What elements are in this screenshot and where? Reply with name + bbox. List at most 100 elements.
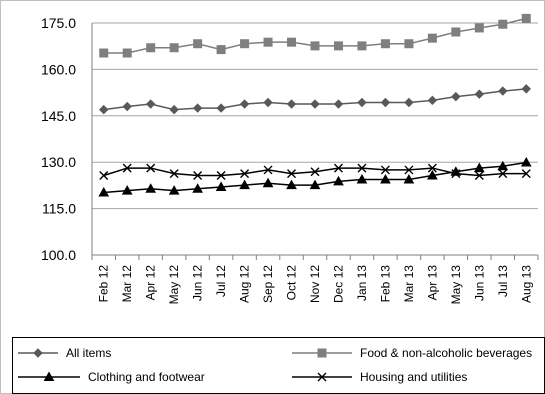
data-point <box>122 48 132 58</box>
legend-label: All items <box>66 346 111 360</box>
data-point <box>263 165 273 175</box>
data-point <box>317 372 327 382</box>
data-point <box>333 175 344 186</box>
legend-entry: All items <box>18 346 111 360</box>
data-point <box>169 169 179 179</box>
data-point <box>239 99 250 109</box>
legend-label: Housing and utilities <box>360 370 467 384</box>
data-point <box>520 156 532 167</box>
x-tick-label: Aug 12 <box>238 265 252 303</box>
data-point <box>215 181 227 191</box>
data-point <box>357 97 367 108</box>
data-point <box>99 104 109 115</box>
data-point <box>380 97 391 108</box>
data-point <box>427 95 438 106</box>
x-tick-label: May 12 <box>167 265 181 305</box>
data-point <box>333 99 344 109</box>
data-point <box>33 348 43 358</box>
y-tick-label: 160.0 <box>41 61 76 77</box>
data-point <box>380 174 391 184</box>
data-point <box>380 165 390 175</box>
series-layer <box>98 13 532 197</box>
data-point <box>216 103 226 113</box>
data-point <box>169 43 179 53</box>
data-point <box>333 163 343 173</box>
data-point <box>146 43 156 53</box>
data-point <box>98 186 110 197</box>
data-point <box>427 169 438 180</box>
x-tick-label: Apr 13 <box>425 265 439 301</box>
data-point <box>498 19 508 29</box>
legend-entry: Food & non-alcoholic beverages <box>292 346 532 360</box>
data-point <box>43 371 55 381</box>
data-point <box>216 45 226 55</box>
data-point <box>357 163 367 173</box>
data-point <box>427 33 437 43</box>
data-point <box>263 97 273 108</box>
data-point <box>403 174 415 184</box>
x-tick-label: Oct 12 <box>285 265 299 301</box>
data-point <box>356 174 368 184</box>
data-point <box>451 27 461 37</box>
x-tick-label: Apr 12 <box>144 265 158 301</box>
x-tick-label: Aug 13 <box>519 265 533 303</box>
data-point <box>473 162 485 173</box>
x-tick-label: Feb 13 <box>378 265 392 303</box>
data-point <box>287 37 297 47</box>
x-tick-label: Jan 13 <box>355 265 369 301</box>
legend: All items Food & non-alcoholic beverages C… <box>12 337 545 394</box>
data-point <box>310 99 320 109</box>
data-point <box>192 183 203 193</box>
series-clothing-and-footwear <box>98 156 532 197</box>
data-point <box>262 177 274 188</box>
data-point <box>380 39 390 49</box>
data-point <box>192 103 203 113</box>
data-point <box>287 169 297 179</box>
x-tick-label: Jun 13 <box>472 265 486 301</box>
data-point <box>427 163 437 173</box>
data-point <box>404 39 414 49</box>
data-point <box>263 37 273 47</box>
data-point <box>216 171 226 180</box>
y-tick-label: 145.0 <box>41 108 76 124</box>
x-tick-label: May 13 <box>449 265 463 305</box>
data-point <box>498 86 508 96</box>
data-point <box>451 169 461 179</box>
data-point <box>474 89 485 99</box>
data-point <box>240 39 250 49</box>
x-tick-label: Jun 12 <box>191 265 205 301</box>
data-point <box>404 97 414 108</box>
grid-layer <box>92 22 538 256</box>
data-point <box>168 185 180 195</box>
data-point <box>521 13 531 23</box>
data-point <box>317 348 327 358</box>
series-housing-and-utilities <box>99 163 531 180</box>
data-point <box>309 179 321 190</box>
legend-label: Food & non-alcoholic beverages <box>360 346 532 360</box>
data-point <box>122 163 132 173</box>
data-point <box>145 183 157 193</box>
data-point <box>122 101 132 112</box>
x-tick-label: Jul 13 <box>496 265 510 297</box>
series-all-items <box>99 84 531 115</box>
data-point <box>146 163 156 173</box>
data-point <box>169 104 179 115</box>
data-point <box>99 171 109 180</box>
data-point <box>497 160 509 171</box>
data-point <box>333 41 343 51</box>
x-tick-label: Mar 13 <box>402 265 416 303</box>
data-point <box>404 165 414 175</box>
data-point <box>521 169 531 179</box>
data-point <box>310 41 320 51</box>
y-tick-label: 130.0 <box>41 154 76 170</box>
data-point <box>498 169 508 179</box>
x-tick-label: Dec 12 <box>331 265 345 303</box>
data-point <box>474 23 484 33</box>
data-point <box>193 171 203 180</box>
y-tick-label: 100.0 <box>41 247 76 263</box>
data-point <box>286 99 297 109</box>
